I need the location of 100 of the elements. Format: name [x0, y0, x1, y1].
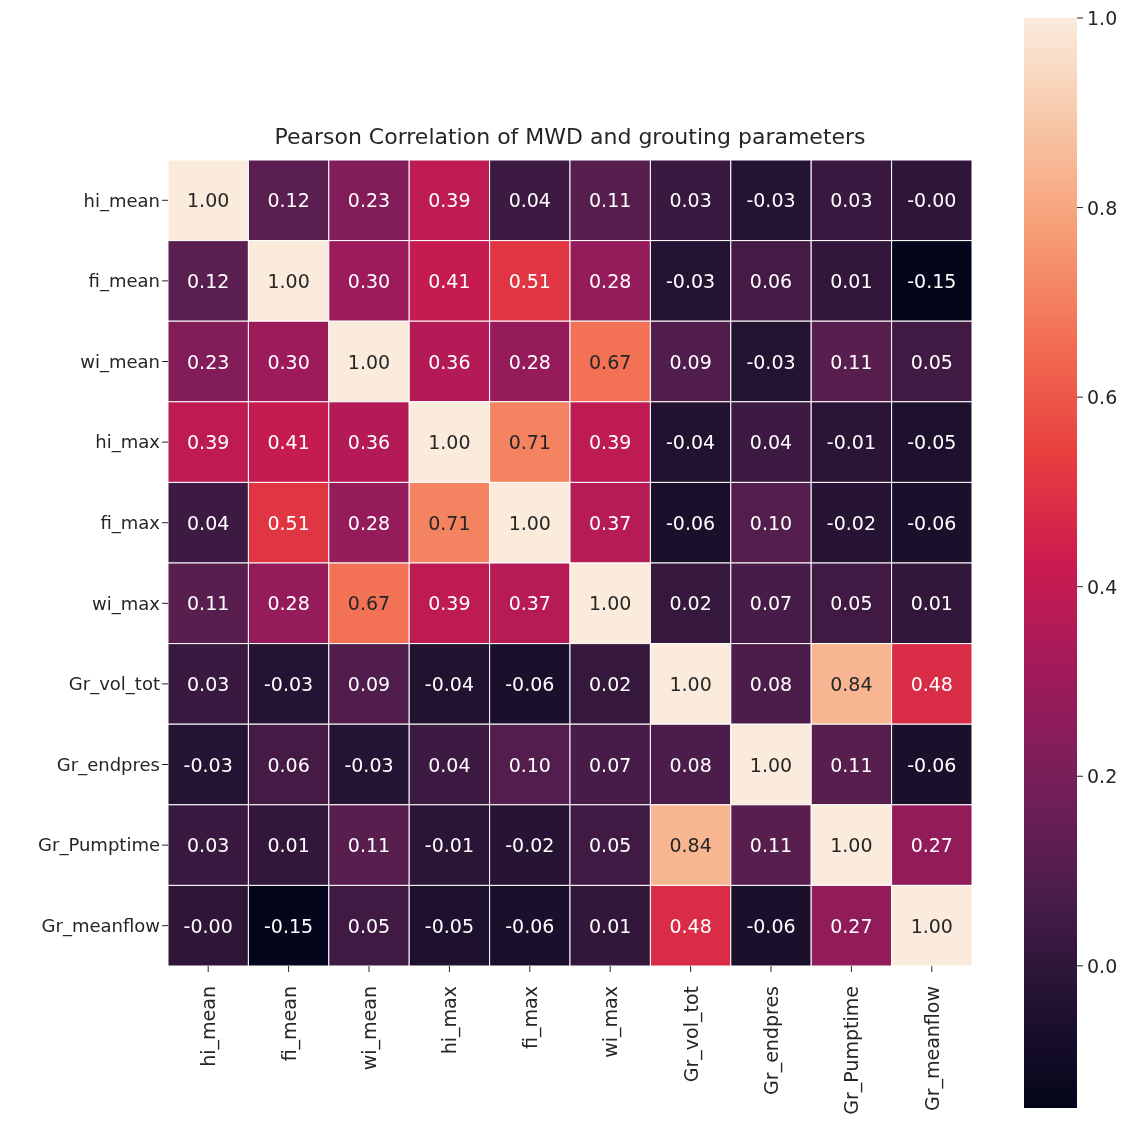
data-label: 0.11 [749, 834, 793, 857]
data-label: -0.04 [666, 431, 716, 454]
data-label: 0.41 [267, 431, 310, 454]
data-label: 0.28 [267, 592, 310, 615]
data-label: 0.01 [589, 914, 632, 937]
data-label: 1.00 [749, 753, 793, 776]
data-label: 1.00 [830, 834, 873, 857]
data-label: 0.51 [508, 269, 551, 292]
data-label: 0.07 [749, 592, 793, 615]
data-label: 0.30 [347, 269, 391, 292]
x-tick-label: wi_mean [358, 986, 381, 1071]
data-label: 0.37 [589, 511, 632, 534]
data-label: 0.71 [508, 431, 551, 454]
data-label: 0.06 [267, 753, 310, 776]
data-label: 0.51 [267, 511, 310, 534]
data-label: 0.36 [428, 350, 471, 373]
data-label: 0.02 [589, 672, 632, 695]
data-label: 0.39 [187, 431, 230, 454]
data-label: -0.03 [666, 269, 716, 292]
color-bar-label: 0.2 [1087, 765, 1118, 788]
x-tick-label: fi_mean [277, 986, 301, 1062]
data-label: 0.08 [749, 672, 793, 695]
data-label: -0.15 [907, 269, 957, 292]
data-label: 0.06 [749, 269, 793, 292]
x-tick-label: wi_max [599, 986, 623, 1058]
color-bar-label: 1.0 [1087, 7, 1118, 29]
data-label: 0.11 [830, 753, 873, 776]
data-label: 1.00 [428, 431, 471, 454]
color-bar-label: 0.4 [1087, 575, 1118, 598]
color-bar-label: 0.0 [1087, 954, 1118, 977]
data-label: -0.03 [746, 350, 796, 373]
data-label: -0.06 [907, 753, 957, 776]
data-label: 0.84 [669, 834, 712, 857]
data-label: 0.23 [347, 189, 391, 212]
data-label: -0.00 [907, 189, 957, 212]
data-label: 0.41 [428, 269, 471, 292]
data-label: 0.11 [589, 189, 632, 212]
data-label: -0.03 [344, 753, 394, 776]
x-tick-label: hi_max [438, 986, 462, 1055]
data-label: 1.00 [910, 914, 953, 937]
data-label: 0.07 [589, 753, 632, 776]
data-label: -0.02 [505, 834, 555, 857]
data-label: -0.01 [424, 834, 474, 857]
data-label: 0.04 [508, 189, 551, 212]
data-label: 0.04 [187, 511, 230, 534]
data-label: 0.03 [830, 189, 873, 212]
data-label: -0.06 [666, 511, 716, 534]
data-label: -0.03 [183, 753, 233, 776]
data-label: 0.02 [669, 592, 712, 615]
data-label: 0.10 [749, 511, 793, 534]
data-label: 0.27 [910, 834, 953, 857]
y-tick-label: wi_mean [80, 350, 160, 373]
data-label: 0.01 [910, 592, 953, 615]
data-label: -0.06 [746, 914, 796, 937]
chart-title: Pearson Correlation of MWD and grouting parameters [273, 124, 867, 149]
data-label: -0.03 [746, 189, 796, 212]
x-tick-label: hi_mean [197, 986, 221, 1067]
data-label: 0.10 [508, 753, 551, 776]
color-bar-label: 0.6 [1087, 386, 1118, 409]
data-label: 0.01 [830, 269, 873, 292]
data-label: 1.00 [508, 511, 551, 534]
data-label: 1.00 [347, 350, 391, 373]
y-tick-label: Gr_meanflow [41, 915, 160, 938]
data-label: 0.28 [508, 350, 551, 373]
x-tick-label: Gr_Pumptime [840, 986, 864, 1115]
data-label: -0.02 [826, 511, 876, 534]
y-tick-label: wi_max [92, 592, 161, 615]
data-label: 0.39 [589, 431, 632, 454]
data-label: 0.05 [589, 834, 632, 857]
data-label: 0.05 [347, 914, 391, 937]
data-label: 1.00 [589, 592, 632, 615]
data-label: -0.15 [264, 914, 314, 937]
data-label: 1.00 [267, 269, 310, 292]
data-label: 0.08 [669, 753, 712, 776]
data-label: -0.06 [505, 914, 555, 937]
data-label: 0.39 [428, 189, 471, 212]
data-label: 1.00 [187, 189, 230, 212]
data-label: 0.04 [749, 431, 793, 454]
y-tick-label: Gr_vol_tot [68, 673, 160, 696]
data-label: 0.23 [187, 350, 230, 373]
data-label: 0.11 [347, 834, 391, 857]
data-label: 0.84 [830, 672, 873, 695]
data-label: 1.00 [669, 672, 712, 695]
data-label: 0.48 [669, 914, 712, 937]
x-tick-label: Gr_vol_tot [679, 986, 703, 1083]
data-label: 0.04 [428, 753, 471, 776]
data-label: -0.05 [424, 914, 474, 937]
data-label: -0.06 [907, 511, 957, 534]
data-label: 0.03 [187, 672, 230, 695]
data-label: 0.30 [267, 350, 310, 373]
data-label: 0.37 [508, 592, 551, 615]
data-label: 0.28 [589, 269, 632, 292]
x-tick-label: fi_max [518, 986, 542, 1049]
data-label: 0.05 [910, 350, 953, 373]
data-label: 0.01 [267, 834, 310, 857]
data-label: 0.11 [187, 592, 230, 615]
y-tick-label: hi_mean [83, 189, 160, 212]
y-tick-label: hi_max [95, 431, 161, 454]
y-tick-label: Gr_Pumptime [38, 834, 160, 857]
data-label: -0.03 [264, 672, 314, 695]
